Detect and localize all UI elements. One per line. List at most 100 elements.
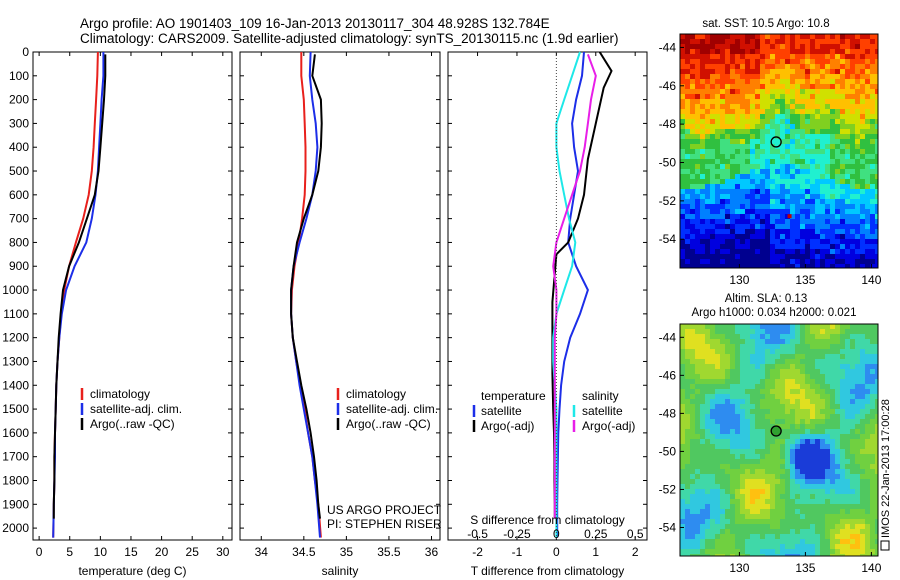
map-cell bbox=[875, 149, 878, 154]
map-cell bbox=[775, 79, 780, 84]
map-cell bbox=[815, 99, 820, 104]
map-cell bbox=[815, 504, 820, 509]
map-cell bbox=[725, 234, 730, 239]
map-cell bbox=[795, 74, 800, 79]
map-cell bbox=[715, 499, 720, 504]
map-cell bbox=[735, 379, 740, 384]
map-cell bbox=[835, 344, 840, 349]
map-cell bbox=[855, 179, 860, 184]
map-cell bbox=[685, 69, 690, 74]
map-cell bbox=[820, 49, 825, 54]
map-cell bbox=[770, 379, 775, 384]
map-cell bbox=[865, 144, 870, 149]
map-cell bbox=[840, 149, 845, 154]
map-cell bbox=[840, 204, 845, 209]
map-cell bbox=[740, 529, 745, 534]
map-cell bbox=[865, 499, 870, 504]
map-cell bbox=[795, 139, 800, 144]
map-cell bbox=[830, 179, 835, 184]
map-cell bbox=[750, 409, 755, 414]
map-cell bbox=[720, 384, 725, 389]
map-cell bbox=[775, 364, 780, 369]
map-cell bbox=[830, 509, 835, 514]
map-cell bbox=[850, 354, 855, 359]
map-cell bbox=[690, 214, 695, 219]
map-cell bbox=[705, 534, 710, 539]
map-cell bbox=[785, 174, 790, 179]
map-cell bbox=[785, 119, 790, 124]
map-cell bbox=[765, 369, 770, 374]
map-cell bbox=[785, 469, 790, 474]
map-cell bbox=[730, 229, 735, 234]
map-cell bbox=[805, 114, 810, 119]
map-cell bbox=[830, 369, 835, 374]
map-cell bbox=[695, 184, 700, 189]
map-cell bbox=[710, 434, 715, 439]
map-cell bbox=[755, 104, 760, 109]
map-cell bbox=[770, 94, 775, 99]
map-cell bbox=[730, 419, 735, 424]
map-cell bbox=[715, 544, 720, 549]
map-cell bbox=[820, 209, 825, 214]
map-cell bbox=[710, 529, 715, 534]
map-cell bbox=[850, 404, 855, 409]
map-cell bbox=[825, 529, 830, 534]
map-cell bbox=[680, 364, 685, 369]
map-cell bbox=[680, 194, 685, 199]
map-cell bbox=[765, 549, 770, 554]
map-cell bbox=[730, 69, 735, 74]
map-cell bbox=[715, 389, 720, 394]
map-cell bbox=[775, 474, 780, 479]
map-cell bbox=[750, 529, 755, 534]
map-cell bbox=[815, 54, 820, 59]
map-cell bbox=[710, 374, 715, 379]
map-cell bbox=[740, 339, 745, 344]
map-cell bbox=[710, 79, 715, 84]
map-cell bbox=[785, 544, 790, 549]
map-cell bbox=[795, 404, 800, 409]
map-cell bbox=[735, 404, 740, 409]
map-cell bbox=[695, 164, 700, 169]
map-cell bbox=[785, 324, 790, 329]
map-cell bbox=[870, 419, 875, 424]
map-cell bbox=[835, 164, 840, 169]
map-cell bbox=[795, 244, 800, 249]
map-cell bbox=[710, 184, 715, 189]
map-cell bbox=[760, 479, 765, 484]
map-cell bbox=[730, 254, 735, 259]
map-cell bbox=[840, 94, 845, 99]
map-cell bbox=[845, 184, 850, 189]
map-cell bbox=[730, 509, 735, 514]
map-cell bbox=[860, 464, 865, 469]
map-cell bbox=[770, 554, 775, 556]
map-cell bbox=[870, 214, 875, 219]
map-cell bbox=[690, 484, 695, 489]
map-cell bbox=[715, 379, 720, 384]
map-cell bbox=[840, 84, 845, 89]
map-cell bbox=[700, 409, 705, 414]
map-cell bbox=[765, 244, 770, 249]
map-cell bbox=[710, 384, 715, 389]
map-cell bbox=[830, 449, 835, 454]
map-cell bbox=[710, 129, 715, 134]
map-cell bbox=[720, 479, 725, 484]
map-cell bbox=[680, 419, 685, 424]
map-cell bbox=[805, 449, 810, 454]
map-cell bbox=[720, 239, 725, 244]
map-cell bbox=[835, 119, 840, 124]
map-cell bbox=[830, 424, 835, 429]
map-cell bbox=[840, 104, 845, 109]
map-cell bbox=[775, 539, 780, 544]
map-cell bbox=[725, 104, 730, 109]
map-cell bbox=[755, 109, 760, 114]
map-cell bbox=[815, 84, 820, 89]
map-cell bbox=[865, 354, 870, 359]
map-cell bbox=[680, 554, 685, 556]
map-cell bbox=[750, 524, 755, 529]
map-cell bbox=[780, 499, 785, 504]
map-cell bbox=[750, 214, 755, 219]
map-cell bbox=[740, 469, 745, 474]
map-cell bbox=[865, 169, 870, 174]
map-cell bbox=[710, 74, 715, 79]
map-cell bbox=[755, 139, 760, 144]
